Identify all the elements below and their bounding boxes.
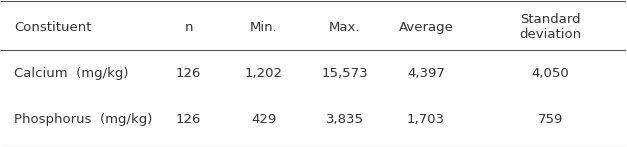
Text: 1,703: 1,703: [407, 113, 445, 126]
Text: 126: 126: [176, 67, 201, 80]
Text: 1,202: 1,202: [245, 67, 283, 80]
Text: 429: 429: [251, 113, 276, 126]
Text: 4,397: 4,397: [407, 67, 445, 80]
Text: Phosphorus  (mg/kg): Phosphorus (mg/kg): [14, 113, 152, 126]
Text: Min.: Min.: [250, 21, 277, 34]
Text: Standard
deviation: Standard deviation: [520, 13, 582, 41]
Text: 759: 759: [538, 113, 564, 126]
Text: Average: Average: [398, 21, 453, 34]
Text: Max.: Max.: [329, 21, 361, 34]
Text: Constituent: Constituent: [14, 21, 92, 34]
Text: 3,835: 3,835: [325, 113, 364, 126]
Text: 4,050: 4,050: [532, 67, 569, 80]
Text: 15,573: 15,573: [322, 67, 368, 80]
Text: Calcium  (mg/kg): Calcium (mg/kg): [14, 67, 129, 80]
Text: n: n: [184, 21, 193, 34]
Text: 126: 126: [176, 113, 201, 126]
